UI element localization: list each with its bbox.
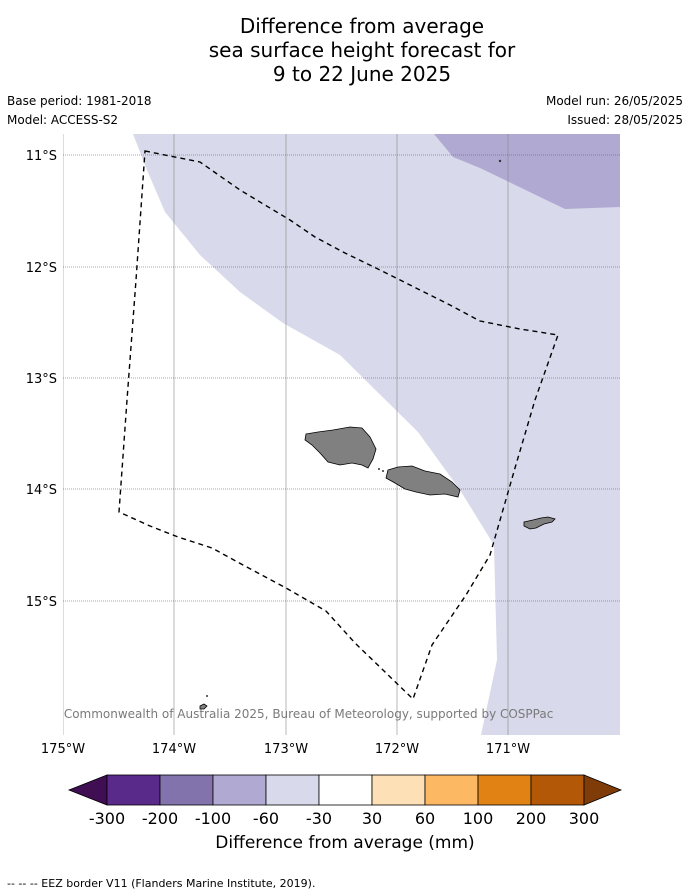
colorbar-tick-5: -30 <box>306 809 332 828</box>
colorbar-segment-8 <box>477 774 532 806</box>
model-run-text: Model run: 26/05/2025 <box>545 94 683 108</box>
anomaly-region-light-purple <box>133 134 620 735</box>
lat-label-15s: 15°S <box>26 595 57 610</box>
lat-label-12s: 12°S <box>26 261 57 276</box>
copyright-text: © Commonwealth of Australia 2025, Bureau… <box>48 707 553 721</box>
lon-label-173w: 173°W <box>264 742 308 757</box>
tutuila-island <box>523 516 556 530</box>
colorbar-tick-2: -200 <box>142 809 178 828</box>
anomaly-region-medium-purple <box>434 134 620 209</box>
colorbar-segment-1 <box>106 774 161 806</box>
colorbar-tick-9: 200 <box>516 809 547 828</box>
lon-label-174w: 174°W <box>152 742 196 757</box>
small-islet-rose <box>206 695 208 697</box>
model-text: Model: ACCESS-S2 <box>7 113 119 127</box>
issued-text: Issued: 28/05/2025 <box>567 113 683 127</box>
colorbar-extend-low <box>67 774 108 806</box>
small-islet-north <box>498 159 502 163</box>
map-plot-area: © Commonwealth of Australia 2025, Bureau… <box>48 134 620 735</box>
upolu-island <box>385 465 461 498</box>
lon-label-171w: 171°W <box>486 742 530 757</box>
lat-label-11s: 11°S <box>26 149 57 164</box>
small-islet-apolima <box>378 468 380 470</box>
colorbar-segment-3 <box>212 774 267 806</box>
colorbar-tick-7: 60 <box>415 809 435 828</box>
small-island-southwest <box>199 703 208 710</box>
base-period-text: Base period: 1981-2018 <box>7 94 152 108</box>
latitude-gridlines <box>63 154 620 602</box>
map-title: Difference from average sea surface heig… <box>0 14 690 86</box>
colorbar-label: Difference from average (mm) <box>215 833 475 853</box>
title-line-2: sea surface height forecast for <box>208 38 516 62</box>
title-line-3: 9 to 22 June 2025 <box>272 62 452 86</box>
colorbar-segment-2 <box>159 774 214 806</box>
colorbar-segment-9 <box>530 774 585 806</box>
colorbar-tick-1: -300 <box>89 809 125 828</box>
colorbar-tick-4: -60 <box>253 809 279 828</box>
colorbar-segment-7 <box>424 774 479 806</box>
colorbar-tick-3: -100 <box>195 809 231 828</box>
title-line-1: Difference from average <box>239 14 485 38</box>
colorbar-segment-6 <box>371 774 426 806</box>
colorbar-tick-8: 100 <box>463 809 494 828</box>
longitude-gridlines <box>63 134 509 735</box>
colorbar-segment-4 <box>265 774 320 806</box>
eez-border <box>118 150 559 701</box>
small-islet-manono <box>382 470 384 472</box>
colorbar-tick-10: 300 <box>569 809 600 828</box>
lat-label-14s: 14°S <box>26 483 57 498</box>
lat-label-13s: 13°S <box>26 372 57 387</box>
lon-label-175w: 175°W <box>41 742 85 757</box>
colorbar-segment-5 <box>318 774 373 806</box>
colorbar-extend-high <box>583 774 623 806</box>
savaii-island <box>304 426 377 469</box>
colorbar <box>67 774 623 806</box>
eez-legend-footer: -- -- -- EEZ border V11 (Flanders Marine… <box>7 877 316 890</box>
colorbar-tick-6: 30 <box>362 809 382 828</box>
lon-label-172w: 172°W <box>375 742 419 757</box>
